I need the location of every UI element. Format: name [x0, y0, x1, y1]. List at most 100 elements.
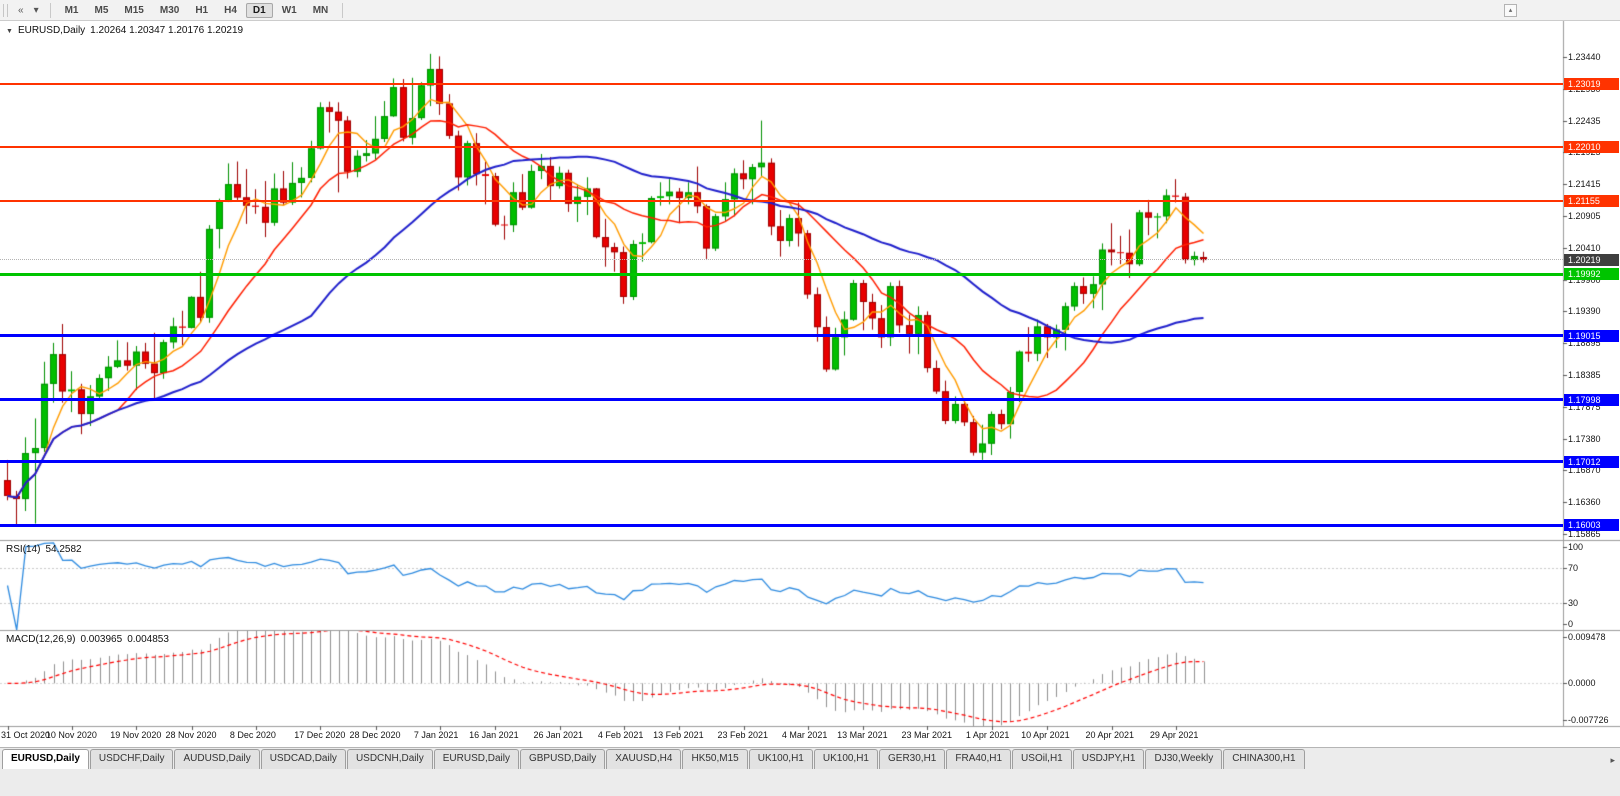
- tab-usdjpy-h1[interactable]: USDJPY,H1: [1072, 749, 1145, 769]
- tab-eurusd-daily[interactable]: EURUSD,Daily: [433, 749, 519, 769]
- timeframe-m15[interactable]: M15: [117, 3, 150, 18]
- date-axis-label: 28 Nov 2020: [165, 730, 217, 740]
- toolbar-separator: [49, 2, 51, 18]
- tab-usdcnh-daily[interactable]: USDCNH,Daily: [346, 749, 433, 769]
- date-axis-label: 31 Oct 2020: [1, 730, 51, 740]
- horizontal-line-1-19015[interactable]: [0, 334, 1563, 338]
- chart-type-dropdown-icon[interactable]: ▾: [29, 1, 44, 19]
- price-axis-label: 1.16870: [1568, 465, 1601, 476]
- price-tag-1-23019: 1.23019: [1564, 77, 1619, 90]
- horizontal-line-1-17998[interactable]: [0, 398, 1563, 402]
- price-axis-label: 1.20905: [1568, 211, 1601, 221]
- macd-axis-label: 0.009478: [1568, 632, 1606, 642]
- date-axis-label: 28 Dec 2020: [349, 730, 401, 740]
- horizontal-line-1-16003[interactable]: [0, 523, 1563, 527]
- tab-hk50-m15[interactable]: HK50,M15: [682, 749, 748, 769]
- tab-usdcad-daily[interactable]: USDCAD,Daily: [260, 749, 346, 769]
- horizontal-line-1-21155[interactable]: [0, 199, 1563, 202]
- horizontal-line-1-17012[interactable]: [0, 460, 1563, 464]
- timeframe-m30[interactable]: M30: [153, 3, 186, 18]
- price-axis-label: 1.15865: [1568, 529, 1601, 539]
- date-axis-label: 10 Apr 2021: [1021, 730, 1070, 740]
- price-tag-1-21155: 1.21155: [1564, 194, 1619, 207]
- toolbar-overflow-button[interactable]: ▴: [1504, 4, 1517, 17]
- status-strip: [0, 769, 1620, 796]
- price-axis-label: 1.17875: [1568, 401, 1601, 412]
- rsi-axis-label: 0: [1568, 619, 1574, 629]
- timeframe-h1[interactable]: H1: [188, 3, 215, 18]
- tab-audusd-daily[interactable]: AUDUSD,Daily: [174, 749, 260, 769]
- macd-current-value: 0.003965: [80, 634, 123, 645]
- tab-china300-h1[interactable]: CHINA300,H1: [1223, 749, 1305, 769]
- price-axis-label: 1.16360: [1568, 497, 1601, 508]
- current-price-line: [0, 258, 1563, 260]
- timeframe-m1[interactable]: M1: [58, 3, 86, 18]
- date-axis-label: 23 Mar 2021: [901, 730, 953, 740]
- macd-signal-value: 0.004853: [127, 634, 169, 645]
- date-axis-label: 4 Mar 2021: [781, 730, 828, 740]
- date-axis-label: 4 Feb 2021: [597, 730, 644, 740]
- price-tag-1-17998: 1.17998: [1564, 393, 1619, 406]
- rsi-current-value: 54.2582: [45, 544, 82, 555]
- chart-ohlc-values: 1.20264 1.20347 1.20176 1.20219: [90, 25, 244, 36]
- horizontal-line-1-23019[interactable]: [0, 82, 1563, 85]
- price-axis-label: 1.19390: [1568, 306, 1601, 317]
- toolbar-left-icons: «▾: [13, 1, 44, 19]
- date-axis-label: 19 Nov 2020: [110, 730, 162, 740]
- price-axis-label: 1.20410: [1568, 242, 1601, 253]
- macd-axis-label: 0.0000: [1568, 678, 1596, 689]
- timeframe-m5[interactable]: M5: [88, 3, 116, 18]
- tab-uk100-h1[interactable]: UK100,H1: [813, 749, 878, 769]
- charts-toolbar-icon[interactable]: «: [13, 1, 29, 19]
- tab-fra40-h1[interactable]: FRA40,H1: [946, 749, 1012, 769]
- chart-window: ▼ EURUSD,Daily 1.20264 1.20347 1.20176 1.2…: [0, 21, 1620, 747]
- rsi-axis-label: 30: [1568, 598, 1579, 609]
- date-axis-label: 1 Apr 2021: [965, 730, 1010, 740]
- date-axis-label: 8 Dec 2020: [229, 730, 276, 740]
- timeframe-toolbar: «▾ M1 M5 M15 M30 H1 H4 D1 W1 MN ▴: [0, 0, 1620, 21]
- macd-indicator-label: MACD(12,26,9) 0.003965 0.004853: [6, 634, 174, 645]
- tab-scroll-right-button[interactable]: ▸: [1610, 755, 1615, 765]
- tab-dj30-weekly[interactable]: DJ30,Weekly: [1145, 749, 1223, 769]
- date-axis-label: 16 Jan 2021: [469, 730, 519, 740]
- price-axis-label: 1.17380: [1568, 433, 1601, 444]
- price-axis-label: 1.18385: [1568, 370, 1601, 380]
- price-axis-label: 1.21415: [1568, 179, 1601, 190]
- timeframe-mn[interactable]: MN: [306, 3, 336, 18]
- timeframe-d1[interactable]: D1: [245, 2, 273, 18]
- date-axis-label: 26 Jan 2021: [533, 730, 584, 740]
- toolbar-drag-handle-icon[interactable]: [3, 3, 8, 17]
- timeframe-h4[interactable]: H4: [217, 3, 244, 18]
- chart-tabbar: EURUSD,Daily USDCHF,Daily AUDUSD,Daily USDC…: [0, 747, 1620, 769]
- horizontal-line-1-19992[interactable]: [0, 272, 1563, 276]
- tab-eurusd-daily[interactable]: EURUSD,Daily: [2, 749, 89, 769]
- tab-ger30-h1[interactable]: GER30,H1: [879, 749, 946, 769]
- tab-gbpusd-daily[interactable]: GBPUSD,Daily: [519, 749, 606, 769]
- price-axis-label: 1.23440: [1568, 52, 1601, 62]
- price-tag-1-19015: 1.19015: [1564, 329, 1619, 342]
- chart-canvas[interactable]: [0, 21, 1620, 747]
- rsi-axis-label: 100: [1568, 542, 1584, 552]
- rsi-axis-label: 70: [1568, 562, 1579, 573]
- chart-symbol-label: EURUSD,Daily: [17, 25, 86, 36]
- tab-usdchf-daily[interactable]: USDCHF,Daily: [89, 749, 174, 769]
- tab-uk100-h1[interactable]: UK100,H1: [748, 749, 813, 769]
- horizontal-line-1-22010[interactable]: [0, 146, 1563, 149]
- price-axis-label: 1.22435: [1568, 115, 1601, 126]
- date-axis-label: 10 Nov 2020: [45, 730, 97, 740]
- toolbar-separator-2: [342, 2, 344, 18]
- macd-axis-label: -0.007726: [1568, 715, 1609, 725]
- tab-usoil-h1[interactable]: USOil,H1: [1012, 749, 1072, 769]
- date-axis-label: 13 Feb 2021: [653, 730, 704, 740]
- tab-xauusd-h4[interactable]: XAUUSD,H4: [606, 749, 682, 769]
- date-axis-label: 13 Mar 2021: [837, 730, 888, 740]
- timeframe-w1[interactable]: W1: [275, 3, 304, 18]
- price-tag-1-16003: 1.16003: [1564, 519, 1619, 532]
- price-tag-1-19992: 1.19992: [1564, 268, 1619, 281]
- date-axis-label: 17 Dec 2020: [294, 730, 346, 740]
- timeframe-buttons: M1 M5 M15 M30 H1 H4 D1 W1 MN: [57, 2, 337, 18]
- date-axis-label: 20 Apr 2021: [1085, 730, 1135, 740]
- price-tag-1-17012: 1.17012: [1564, 455, 1619, 468]
- rsi-indicator-label: RSI(14) 54.2582: [6, 544, 87, 555]
